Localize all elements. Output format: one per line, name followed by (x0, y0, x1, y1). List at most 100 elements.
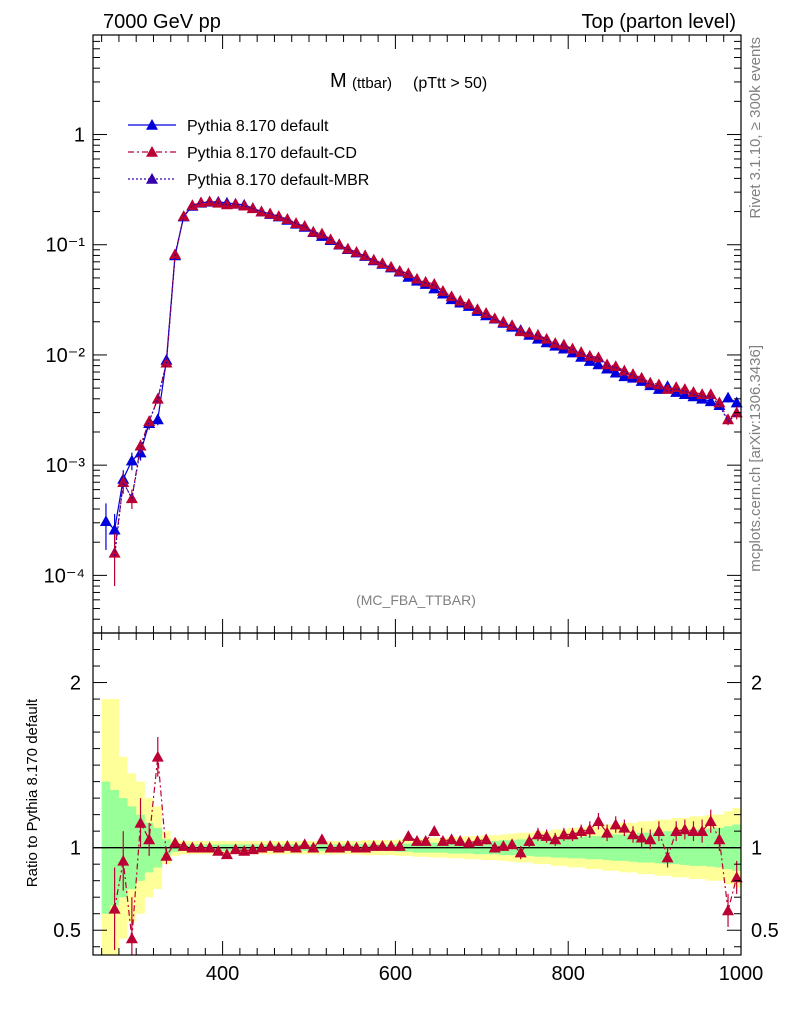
ratio-point (290, 841, 303, 853)
ratio-point (575, 825, 588, 836)
ratio-point (151, 750, 164, 762)
ratio-ytick-label: 0.5 (53, 920, 81, 942)
data-point (195, 196, 207, 208)
data-point (557, 338, 570, 350)
ratio-point (177, 840, 190, 851)
ratio-ytick-label: 2 (70, 673, 81, 695)
data-point (531, 328, 544, 340)
data-point (186, 199, 199, 211)
data-point (722, 391, 735, 403)
data-point (583, 349, 596, 361)
ratio-point (609, 818, 622, 830)
ratio-point (186, 841, 199, 853)
data-point (151, 413, 164, 425)
ratio-point (419, 835, 432, 846)
ratio-point (704, 815, 717, 827)
ratio-point (393, 840, 406, 851)
data-point (272, 210, 285, 221)
data-point (549, 337, 562, 348)
ratio-point (255, 841, 268, 853)
ratio-point (445, 833, 458, 845)
ratio-point (549, 833, 562, 845)
data-point (730, 396, 743, 408)
ratio-point (678, 823, 691, 835)
data-point (359, 249, 372, 261)
ratio-point (713, 833, 726, 845)
data-point (281, 213, 294, 224)
ratio-point (696, 825, 709, 836)
data-point (635, 371, 648, 383)
data-point (661, 383, 674, 394)
ratio-point (333, 841, 346, 853)
data-point (134, 439, 147, 451)
main-ytick-label: 10⁻⁴ (44, 565, 85, 587)
ratio-point (601, 826, 614, 838)
data-point (592, 351, 605, 363)
data-point (609, 360, 622, 372)
ratio-point (722, 904, 735, 916)
data-point (238, 199, 251, 211)
plot-title-cut: (pTtt > 50) (413, 75, 487, 92)
ratio-series-group (108, 737, 743, 955)
data-point (704, 388, 717, 400)
mcplots-source-text: mcplots.cern.ch [arXiv:1306.3436] (747, 345, 764, 572)
data-point (255, 205, 268, 217)
ratio-point (531, 828, 544, 840)
data-point (436, 285, 449, 296)
data-point (99, 515, 112, 527)
axis-ticks: 1 10⁻¹ 10⁻² 10⁻³ 10⁻⁴ 400 600 800 1000 2 2 1 1 0.5 0.5 (44, 34, 779, 985)
legend-marker (146, 173, 158, 184)
ratio-point (195, 841, 207, 853)
series-0 (99, 195, 743, 553)
data-point (713, 396, 726, 408)
main-ytick-label: 10⁻² (46, 345, 86, 367)
data-point (652, 378, 665, 390)
plot-title-main: M (330, 70, 347, 92)
data-point (229, 197, 242, 209)
ratio-ylabel: Ratio to Pythia 8.170 default (24, 698, 41, 887)
legend-marker (146, 146, 158, 157)
data-point (212, 196, 225, 208)
ratio-point (169, 836, 182, 848)
main-ytick-label: 10⁻³ (46, 455, 86, 477)
data-point (117, 476, 130, 488)
ratio-point (341, 840, 354, 851)
ratio-point (108, 902, 121, 914)
data-point (125, 454, 138, 466)
ratio-point (618, 821, 631, 833)
ratio-point (506, 838, 519, 850)
data-point (445, 290, 458, 302)
data-point (523, 326, 536, 338)
ratio-point (436, 835, 449, 846)
data-point (411, 272, 423, 284)
xtick-label: 800 (552, 963, 585, 985)
ratio-point (246, 843, 259, 855)
data-point (220, 198, 233, 210)
ratio-point (143, 833, 156, 845)
data-point (290, 217, 303, 228)
data-point (592, 358, 605, 370)
xtick-label: 1000 (719, 963, 764, 985)
header-right: Top (parton level) (581, 11, 736, 33)
data-point (298, 219, 311, 231)
ratio-point (644, 833, 657, 845)
ratio-ytick-label-right: 1 (751, 838, 762, 860)
data-point (678, 383, 691, 394)
ratio-point (670, 825, 683, 836)
series-1 (108, 195, 743, 587)
main-ytick-label: 1 (74, 125, 85, 147)
ratio-point (281, 840, 294, 851)
ratio-point (462, 836, 475, 848)
data-point (333, 238, 346, 250)
ratio-point (730, 871, 743, 883)
ratio-point (661, 851, 674, 863)
data-point (609, 366, 622, 378)
legend: Pythia 8.170 default Pythia 8.170 default… (128, 118, 369, 189)
ratio-point (652, 825, 665, 836)
main-ytick-label: 10⁻¹ (46, 235, 86, 257)
ratio-point (315, 833, 328, 845)
data-point (566, 342, 579, 354)
ratio-point (298, 838, 311, 850)
data-point (540, 332, 553, 344)
series-2 (114, 201, 738, 557)
